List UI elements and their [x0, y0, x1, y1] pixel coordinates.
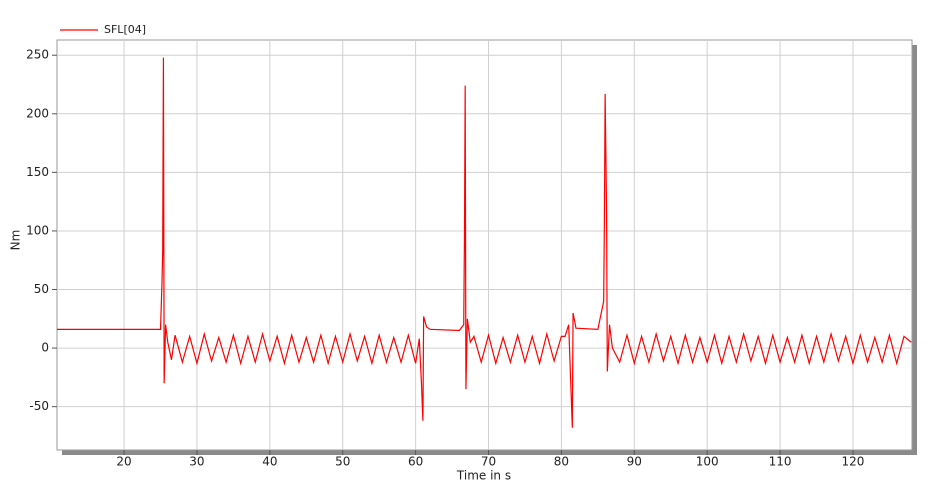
x-tick-label: 40 [262, 455, 277, 469]
y-tick-label: 150 [26, 165, 49, 179]
x-tick-label: 50 [335, 455, 350, 469]
x-axis-label: Time in s [456, 469, 511, 483]
y-tick-label: 250 [26, 48, 49, 62]
x-tick-label: 70 [481, 455, 496, 469]
x-tick-label: 80 [554, 455, 569, 469]
x-tick-label: 100 [696, 455, 719, 469]
y-tick-label: 0 [41, 341, 49, 355]
data-line [57, 57, 912, 428]
y-tick-label: 100 [26, 223, 49, 237]
legend-label: SFL[04] [104, 23, 146, 36]
x-tick-label: 20 [116, 455, 131, 469]
x-tick-label: 120 [842, 455, 865, 469]
y-axis-label: Nm [9, 230, 23, 251]
legend: SFL[04] [60, 23, 146, 36]
x-tick-label: 90 [627, 455, 642, 469]
x-tick-label: 110 [769, 455, 792, 469]
y-tick-label: 50 [34, 282, 49, 296]
plot-area [56, 39, 913, 451]
x-tick-label: 30 [189, 455, 204, 469]
y-tick-label: 200 [26, 106, 49, 120]
y-tick-label: -50 [29, 399, 49, 413]
x-tick-label: 60 [408, 455, 423, 469]
